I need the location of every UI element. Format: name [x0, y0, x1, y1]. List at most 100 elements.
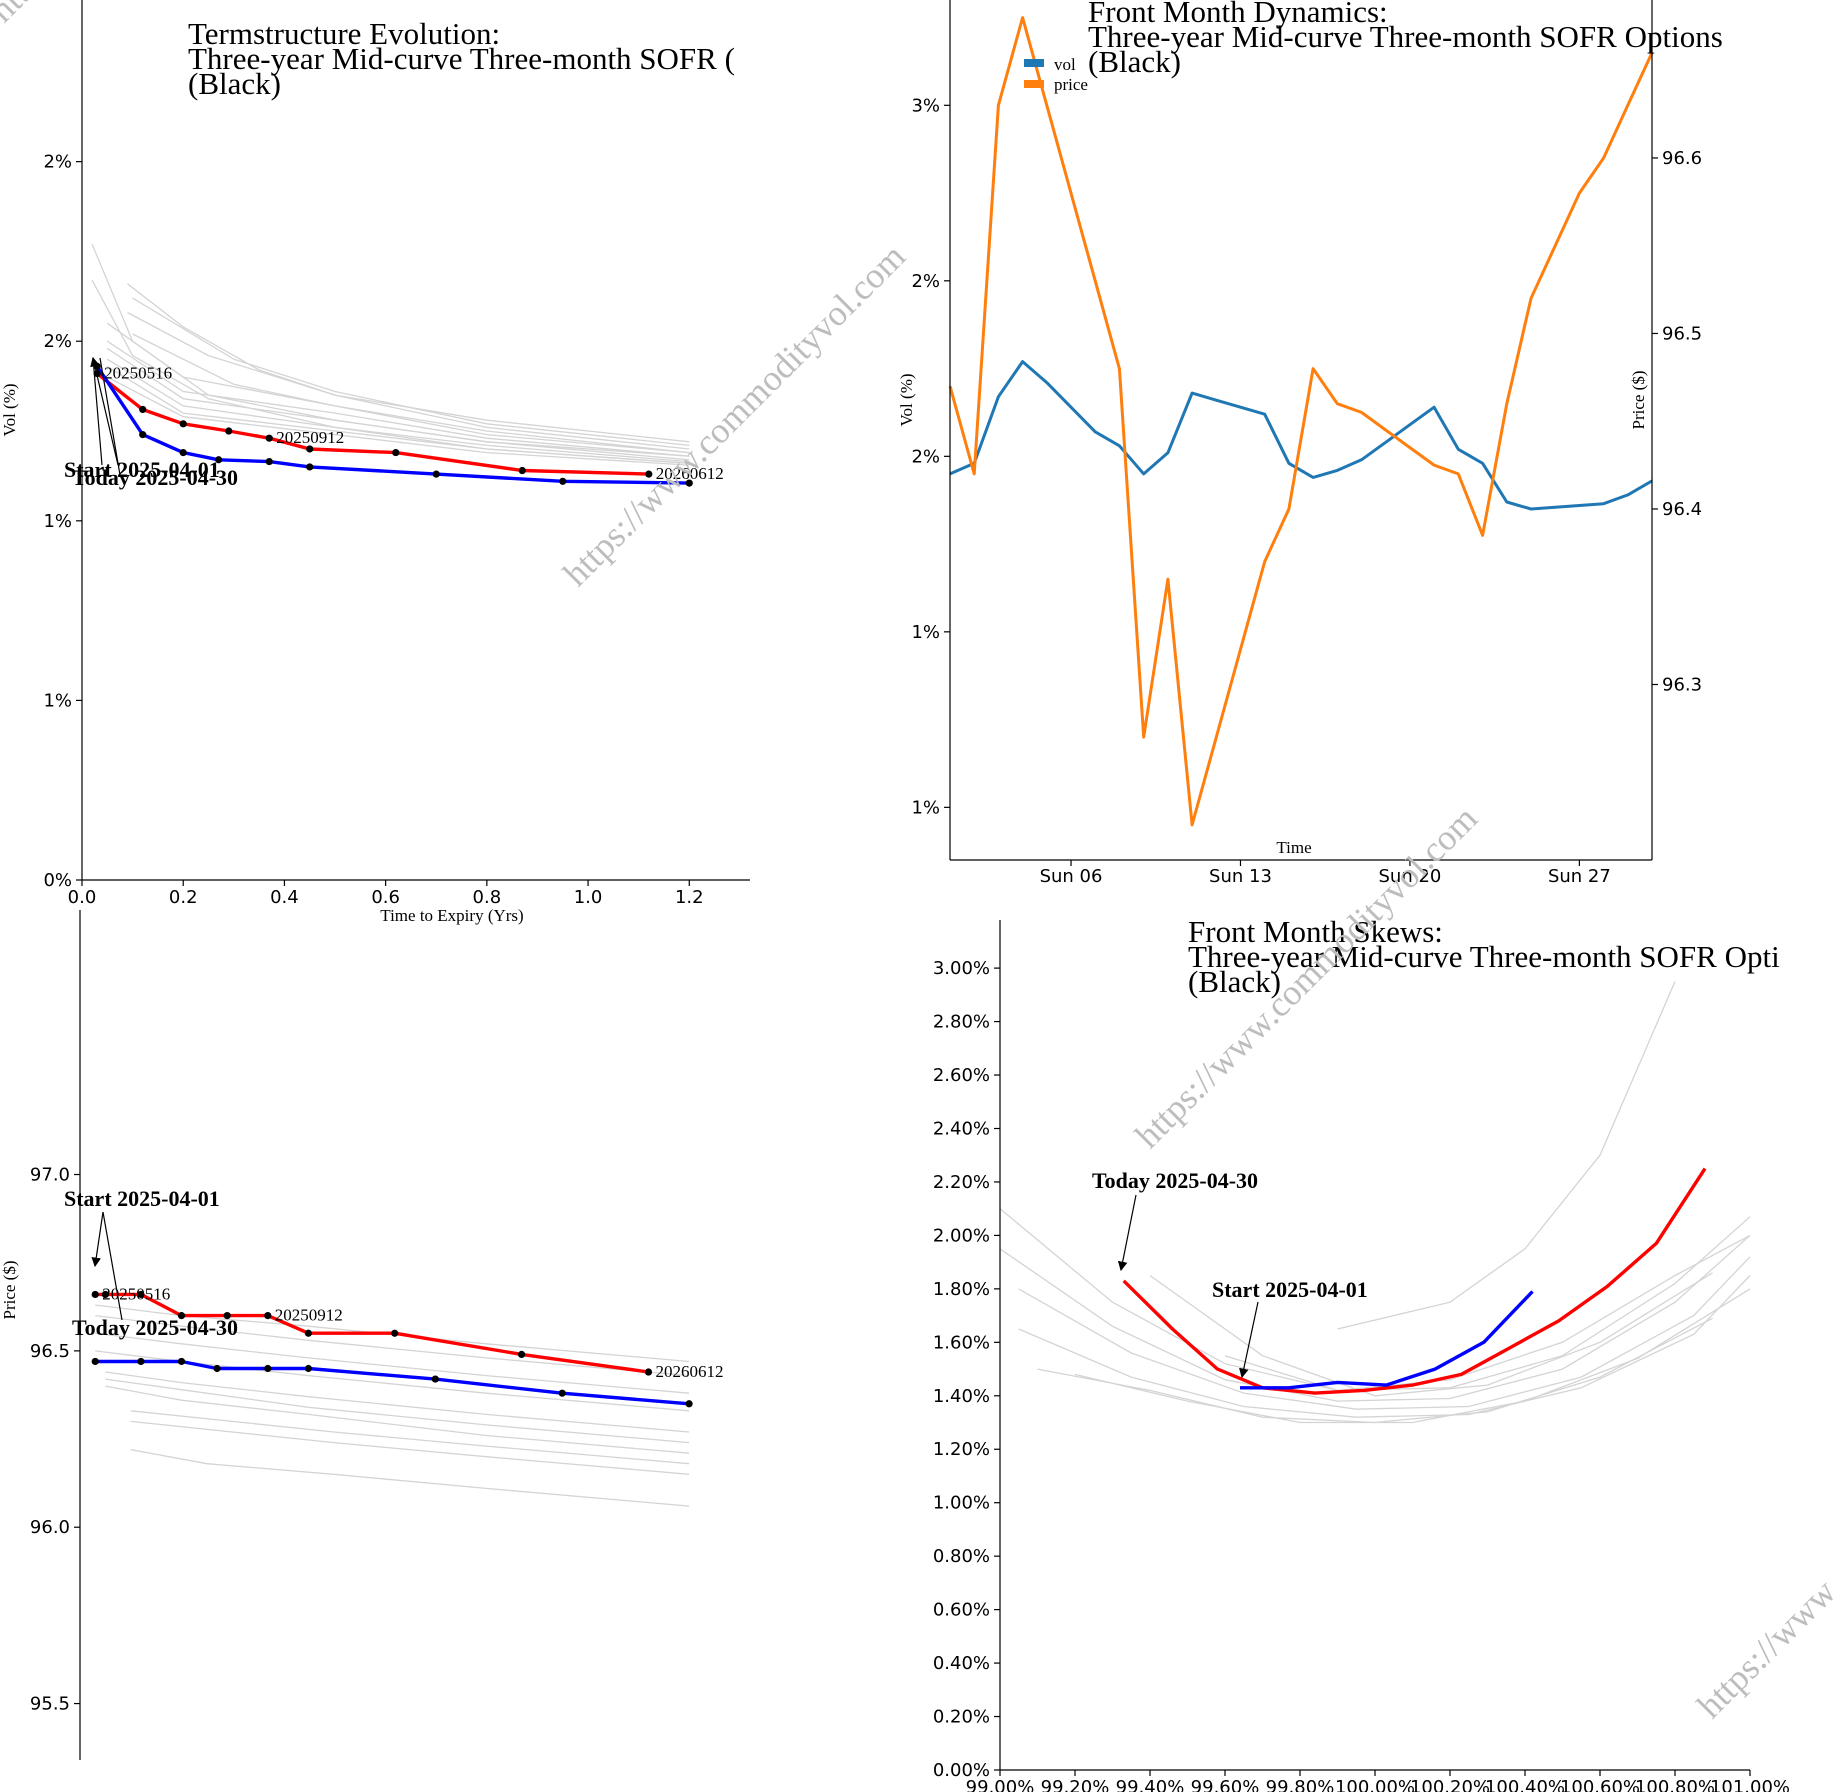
dyn-x-tick-label-2: Sun 20 — [1378, 866, 1441, 887]
price-point-label-0: 20250516 — [102, 1284, 170, 1303]
skew-y-tick-label-8: 1.60% — [933, 1332, 990, 1353]
dyn-y-tick-label-3: 2% — [911, 271, 940, 292]
price-history-line-0 — [95, 1304, 690, 1363]
term-y-tick-label-1: 1% — [43, 690, 72, 711]
price-point-label-1: 20250912 — [275, 1306, 343, 1325]
term-x-ticks: 0.0 0.2 0.4 0.6 0.8 1.0 1.2 — [68, 880, 704, 908]
term-point-0-1 — [139, 405, 147, 414]
skew-history-line-1 — [999, 1234, 1751, 1402]
skew-history-lines — [999, 981, 1751, 1424]
term-point-1-1 — [139, 431, 147, 439]
term-y-axis-label: Vol (%) — [0, 383, 19, 436]
price-history-line-2 — [95, 1332, 690, 1394]
price-point-0-1 — [101, 1290, 109, 1299]
dyn-y-ticks: 1% 1% 2% 2% 3% — [911, 95, 950, 818]
price-point-0-5 — [264, 1312, 272, 1320]
term-y-tick-label-3: 2% — [43, 331, 72, 352]
skew-y-tick-label-12: 2.40% — [933, 1118, 990, 1139]
skew-start-annotation: Start 2025-04-01 — [1212, 1277, 1368, 1302]
price-start-annotation: Start 2025-04-01 — [64, 1186, 220, 1211]
term-point-0-8 — [645, 470, 653, 478]
dyn-y-right-tick-label-0: 96.3 — [1662, 674, 1702, 695]
dyn-y-axis-label: Vol (%) — [897, 373, 916, 426]
watermark-1: https://www.commodityvol.com — [555, 236, 913, 594]
skew-x-ticks: 99.00% 99.20% 99.40% 99.60% 99.80% 100.00%100… — [966, 1770, 1790, 1792]
term-x-tick-label-2: 0.4 — [270, 887, 299, 908]
dynamics-chart: Sun 06 Sun 13 Sun 20 Sun 27 1% 1% 2% 2% 3% 96.3… — [897, 0, 1723, 887]
price-y-tick-label-3: 97.0 — [30, 1165, 70, 1186]
term-point-0-5 — [306, 445, 314, 453]
skew-chart: 99.00% 99.20% 99.40% 99.60% 99.80% 100.00%100… — [933, 914, 1790, 1792]
skew-start-arrow — [1239, 1301, 1259, 1379]
dyn-y-right-tick-label-2: 96.5 — [1662, 323, 1702, 344]
skew-x-tick-label-1: 99.20% — [1041, 1777, 1110, 1792]
term-x-tick-label-3: 0.6 — [371, 887, 400, 908]
price-point-0-4 — [223, 1312, 231, 1320]
price-point-0-8 — [517, 1350, 526, 1358]
skew-history-line-6 — [1224, 1234, 1751, 1392]
price-history-line-3 — [95, 1350, 690, 1412]
price-point-0-2 — [137, 1290, 145, 1299]
skew-today-annotation: Today 2025-04-30 — [1092, 1168, 1258, 1193]
price-y-tick-label-1: 96.0 — [30, 1517, 70, 1538]
price-point-1-0 — [91, 1357, 99, 1366]
skew-y-tick-label-14: 2.80% — [933, 1012, 990, 1033]
price-point-0-6 — [304, 1329, 313, 1337]
term-y-ticks: 0% 1% 1% 2% 2% — [43, 152, 82, 891]
skew-y-tick-label-4: 0.80% — [933, 1546, 990, 1567]
skew-title-line-3: (Black) — [1188, 964, 1281, 999]
term-x-axis-label: Time to Expiry (Yrs) — [380, 906, 523, 925]
term-x-tick-label-6: 1.2 — [675, 887, 704, 908]
skew-y-tick-label-2: 0.40% — [933, 1653, 990, 1674]
skew-series-line-1 — [1240, 1290, 1534, 1390]
price-y-tick-label-0: 95.5 — [30, 1694, 70, 1715]
dyn-legend: vol price — [1024, 55, 1088, 94]
legend-vol-label: vol — [1054, 55, 1076, 74]
term-title-line-1: Termstructure Evolution: — [188, 16, 500, 51]
term-series-points — [93, 362, 693, 487]
price-history-line-5 — [105, 1378, 690, 1444]
skew-y-tick-label-3: 0.60% — [933, 1600, 990, 1621]
dyn-x-axis-label: Time — [1276, 838, 1311, 857]
term-point-1-8 — [685, 479, 693, 487]
dyn-y-tick-label-0: 1% — [911, 797, 940, 818]
dyn-title-line-3: (Black) — [1088, 44, 1181, 79]
price-history-line-4 — [105, 1371, 690, 1433]
dyn-x-tick-label-0: Sun 06 — [1040, 866, 1103, 887]
skew-title-line-1: Front Month Skews: — [1188, 914, 1443, 949]
price-y-tick-label-2: 96.5 — [30, 1341, 70, 1362]
term-y-tick-label-0: 0% — [43, 870, 72, 891]
price-start-arrow — [91, 1211, 104, 1268]
skew-y-ticks: 0.00% 0.20% 0.40% 0.60% 0.80% 1.00% 1.20% 1.40%… — [933, 958, 1000, 1781]
skew-x-tick-label-2: 99.40% — [1116, 1777, 1185, 1792]
price-today-annotation: Today 2025-04-30 — [72, 1315, 238, 1340]
price-point-1-4 — [264, 1364, 272, 1373]
skew-y-tick-label-1: 0.20% — [933, 1707, 990, 1728]
dyn-y-tick-label-2: 2% — [911, 446, 940, 467]
skew-series-line-0 — [1122, 1167, 1707, 1395]
term-history-line-5 — [106, 340, 690, 457]
dyn-y-axis-label-right: Price ($) — [1629, 370, 1648, 429]
term-point-label-2: 20260612 — [656, 464, 724, 483]
price-y-axis-label: Price ($) — [0, 1260, 19, 1319]
watermark-partial-bottom: https://www — [1689, 1571, 1843, 1725]
price-point-0-7 — [391, 1329, 399, 1337]
dyn-x-ticks: Sun 06 Sun 13 Sun 20 Sun 27 — [1040, 860, 1611, 887]
skew-x-tick-label-5: 100.00% — [1335, 1777, 1415, 1792]
dyn-x-tick-label-1: Sun 13 — [1209, 866, 1272, 887]
price-point-labels: 20250516 20250912 20260612 — [102, 1284, 723, 1381]
skew-y-tick-label-15: 3.00% — [933, 958, 990, 979]
term-start-arrow — [90, 356, 119, 466]
skew-history-line-5 — [1074, 1288, 1751, 1424]
skew-history-line-8 — [1149, 1272, 1713, 1397]
price-history-line-6 — [105, 1385, 690, 1454]
dynamics-series-lines — [948, 16, 1654, 827]
term-title-line-2: Three-year Mid-curve Three-month SOFR ( — [188, 41, 735, 76]
skew-title-line-2: Three-year Mid-curve Three-month SOFR Op… — [1188, 939, 1780, 974]
price-point-1-8 — [685, 1400, 693, 1408]
price-history-line-7 — [130, 1410, 690, 1465]
skew-history-line-4 — [1037, 1317, 1713, 1424]
term-history-line-8 — [106, 365, 690, 464]
term-x-tick-label-4: 0.8 — [473, 887, 502, 908]
skew-history-line-0 — [999, 1208, 1751, 1392]
